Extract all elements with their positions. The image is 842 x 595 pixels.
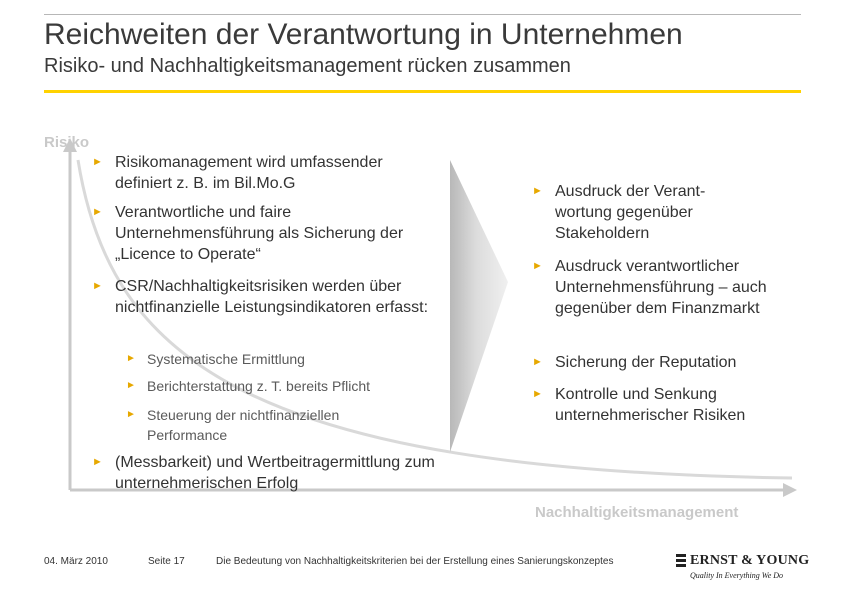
- subbullet-arrow-icon: ►: [126, 353, 136, 364]
- bullet-arrow-icon: ►: [92, 206, 103, 218]
- left-subbullet-2: ► Berichterstattung z. T. bereits Pflich…: [126, 378, 371, 394]
- left-bullet-4: ► (Messbarkeit) und Wertbeitragermittlun…: [92, 454, 435, 492]
- footer-date: 04. März 2010: [44, 556, 108, 567]
- left-bullet-3: ► CSR/Nachhaltigkeitsrisiken werden über…: [92, 278, 429, 316]
- right-bullet-2: ► Ausdruck verantwortlicher Unternehmens…: [532, 258, 767, 317]
- subbullet-arrow-icon: ►: [126, 380, 136, 391]
- page-subtitle: Risiko- und Nachhaltigkeitsmanagement rü…: [44, 55, 571, 77]
- transition-arrow: [450, 160, 508, 452]
- x-axis-arrowhead: [783, 483, 797, 497]
- bullet-arrow-icon: ►: [532, 185, 543, 197]
- bullet-arrow-icon: ►: [532, 356, 543, 368]
- subbullet-arrow-icon: ►: [126, 409, 136, 420]
- bullet-arrow-icon: ►: [92, 456, 103, 468]
- left-bullet-1: ► Risikomanagement wird umfassender defi…: [92, 154, 383, 192]
- right-bullet-4: ► Kontrolle und Senkung unternehmerische…: [532, 386, 746, 424]
- x-axis-label: Nachhaltigkeitsmanagement: [535, 504, 739, 521]
- footer-description: Die Bedeutung von Nachhaltigkeitskriteri…: [216, 556, 614, 567]
- page-title: Reichweiten der Verantwortung in Unterne…: [44, 18, 683, 51]
- bullet-arrow-icon: ►: [532, 260, 543, 272]
- accent-rule: [44, 90, 801, 93]
- y-axis-label: Risiko: [44, 134, 90, 151]
- left-subbullet-3: ► Steuerung der nichtfinanziellen Perfor…: [126, 407, 340, 443]
- logo-brand: ERNST & YOUNG: [690, 553, 810, 568]
- risk-curve: [76, 159, 793, 480]
- logo-tagline: Quality In Everything We Do: [690, 571, 784, 580]
- right-bullet-3: ► Sicherung der Reputation: [532, 354, 737, 371]
- top-rule: [44, 14, 801, 15]
- bullet-arrow-icon: ►: [92, 156, 103, 168]
- ey-logo-mark-icon: [676, 554, 686, 567]
- left-bullet-2: ► Verantwortliche und faire Unternehmens…: [92, 204, 404, 263]
- bullet-arrow-icon: ►: [92, 280, 103, 292]
- bullet-arrow-icon: ►: [532, 388, 543, 400]
- left-subbullet-1: ► Systematische Ermittlung: [126, 351, 305, 367]
- footer-page-number: Seite 17: [148, 556, 185, 567]
- right-bullet-1: ► Ausdruck der Verant-wortung gegenüber …: [532, 183, 706, 242]
- y-axis-arrowhead: [63, 138, 77, 152]
